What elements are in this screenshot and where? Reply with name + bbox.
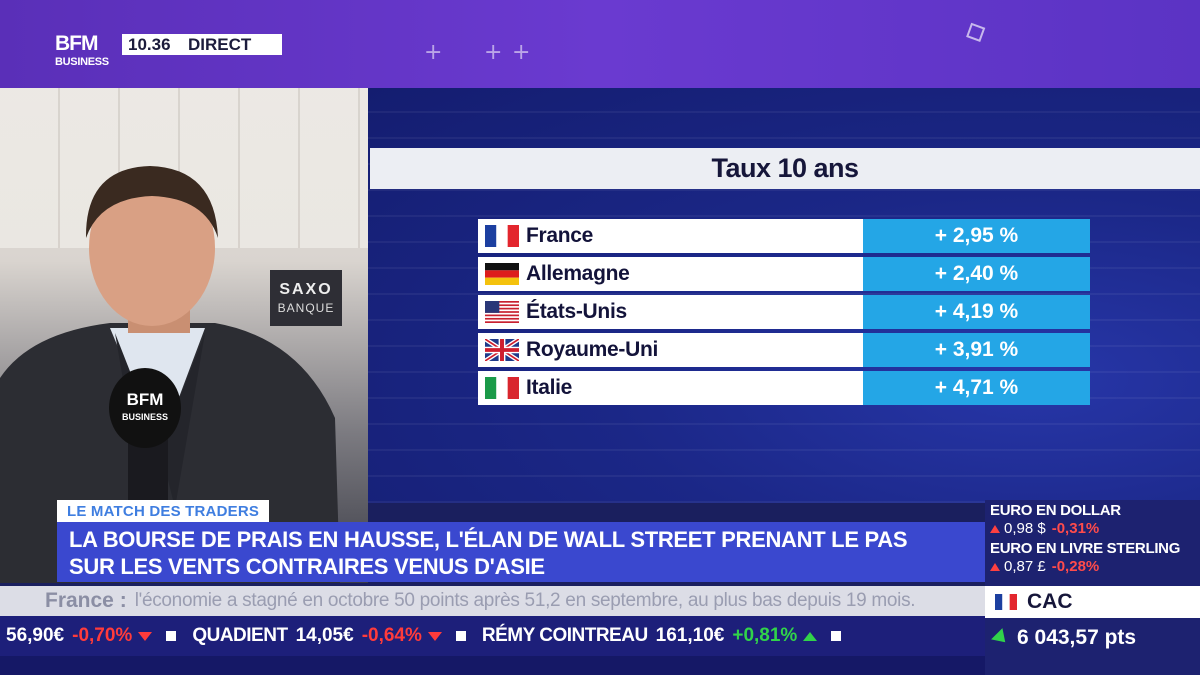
stock-ticker: 56,90€ -0,70% QUADIENT 14,05€ -0,64% RÉM… xyxy=(0,616,985,656)
cac-value: 6 043,57 pts xyxy=(1017,626,1137,649)
usa-flag-icon xyxy=(485,301,519,323)
eur-gbp-block: EURO EN LIVRE STERLING 0,87 £ -0,28% xyxy=(990,540,1195,575)
rate-row: Italie + 4,71 % xyxy=(478,371,1090,405)
arrow-up-icon xyxy=(990,524,1000,533)
sparkle-icon: + xyxy=(424,40,443,65)
ticker-item: QUADIENT 14,05€ -0,64% xyxy=(192,625,466,647)
mic-logo-text: BFM xyxy=(127,390,164,409)
ticker-separator xyxy=(166,631,177,641)
rate-country: Italie xyxy=(526,376,573,399)
logo-text-business: BUSINESS xyxy=(55,56,109,68)
italy-flag-icon xyxy=(485,377,519,399)
rate-country: France xyxy=(526,224,594,247)
crawl-text: l'économie a stagné en octobre 50 points… xyxy=(134,590,916,611)
sparkle-icon: + xyxy=(512,40,531,65)
rate-country: Allemagne xyxy=(526,262,630,285)
diamond-deco-icon xyxy=(966,22,986,42)
live-label: DIRECT xyxy=(188,34,252,54)
rate-value: + 4,71 % xyxy=(934,376,1019,399)
eur-gbp-title: EURO EN LIVRE STERLING xyxy=(990,540,1181,557)
rate-value: + 4,19 % xyxy=(934,300,1019,323)
bottom-strip xyxy=(0,656,985,675)
eur-usd-title: EURO EN DOLLAR xyxy=(990,502,1121,519)
ticker-name: RÉMY COINTREAU xyxy=(481,625,648,646)
live-clock-badge: 10.36 DIRECT xyxy=(122,34,282,55)
eur-usd-block: EURO EN DOLLAR 0,98 $ -0,31% xyxy=(990,502,1195,537)
cac-value-row: 6 043,57 pts xyxy=(985,620,1200,656)
rate-row: Allemagne + 2,40 % xyxy=(478,257,1090,291)
cac-header: CAC xyxy=(985,586,1200,618)
ticker-item: 56,90€ -0,70% xyxy=(6,625,177,647)
rates-title-bar: Taux 10 ans xyxy=(370,148,1200,189)
arrow-up-icon xyxy=(991,628,1011,648)
ticker-price: 56,90€ xyxy=(6,625,65,646)
eur-usd-change: -0,31% xyxy=(1051,520,1100,537)
eur-usd-value: 0,98 $ xyxy=(1004,520,1046,537)
arrow-up-icon xyxy=(990,562,1000,571)
ticker-price: 161,10€ xyxy=(655,625,725,646)
mic-logo-subtext: BUSINESS xyxy=(122,412,168,422)
studio-sign-line2: BANQUE xyxy=(277,301,335,315)
cac-label: CAC xyxy=(1027,590,1073,613)
studio-sign-line1: SAXO xyxy=(279,281,333,298)
ticker-change: -0,70% xyxy=(72,625,133,646)
arrow-down-icon xyxy=(427,631,442,641)
rate-country: États-Unis xyxy=(526,300,627,323)
arrow-up-icon xyxy=(803,631,818,641)
headline-line1: LA BOURSE DE PRAIS EN HAUSSE, L'ÉLAN DE … xyxy=(69,527,908,552)
studio-sign: SAXO BANQUE xyxy=(270,270,342,326)
channel-logo: BFM BUSINESS xyxy=(55,33,119,75)
segment-tag: LE MATCH DES TRADERS xyxy=(57,500,270,522)
eur-gbp-value: 0,87 £ xyxy=(1004,558,1046,575)
headline-banner: LA BOURSE DE PRAIS EN HAUSSE, L'ÉLAN DE … xyxy=(57,522,985,582)
ticker-change: -0,64% xyxy=(361,625,422,646)
market-panel: EURO EN DOLLAR 0,98 $ -0,31% EURO EN LIV… xyxy=(985,500,1200,675)
sparkle-icon: + xyxy=(484,40,503,65)
eur-gbp-change: -0,28% xyxy=(1051,558,1100,575)
ticker-separator xyxy=(831,631,842,641)
rates-table: France + 2,95 % Allemagne + 2,40 % États… xyxy=(478,219,1090,409)
news-crawl: France : l'économie a stagné en octobre … xyxy=(0,586,985,616)
ticker-change: +0,81% xyxy=(732,625,798,646)
rate-value: + 3,91 % xyxy=(934,338,1019,361)
ticker-separator xyxy=(455,631,466,641)
rate-row: France + 2,95 % xyxy=(478,219,1090,253)
rate-country: Royaume-Uni xyxy=(526,338,659,361)
rate-value: + 2,95 % xyxy=(934,224,1019,247)
germany-flag-icon xyxy=(485,263,519,285)
rate-row: États-Unis + 4,19 % xyxy=(478,295,1090,329)
france-flag-icon xyxy=(485,225,519,247)
ticker-price: 14,05€ xyxy=(295,625,354,646)
top-banner: BFM BUSINESS 10.36 DIRECT + + + xyxy=(0,0,1200,88)
headline-line2: SUR LES VENTS CONTRAIRES VENUS D'ASIE xyxy=(69,554,545,579)
crawl-keyword: France : xyxy=(45,589,127,612)
ticker-name: QUADIENT xyxy=(192,625,288,646)
rate-row: Royaume-Uni + 3,91 % xyxy=(478,333,1090,367)
uk-flag-icon xyxy=(485,339,519,361)
france-flag-icon xyxy=(995,594,1017,610)
ticker-item: RÉMY COINTREAU 161,10€ +0,81% xyxy=(481,625,842,647)
rate-value: + 2,40 % xyxy=(934,262,1019,285)
rates-title: Taux 10 ans xyxy=(711,153,859,183)
logo-text-bfm: BFM xyxy=(55,32,99,55)
segment-tag-label: LE MATCH DES TRADERS xyxy=(67,502,260,520)
arrow-down-icon xyxy=(138,631,153,641)
clock-time: 10.36 xyxy=(128,34,171,54)
